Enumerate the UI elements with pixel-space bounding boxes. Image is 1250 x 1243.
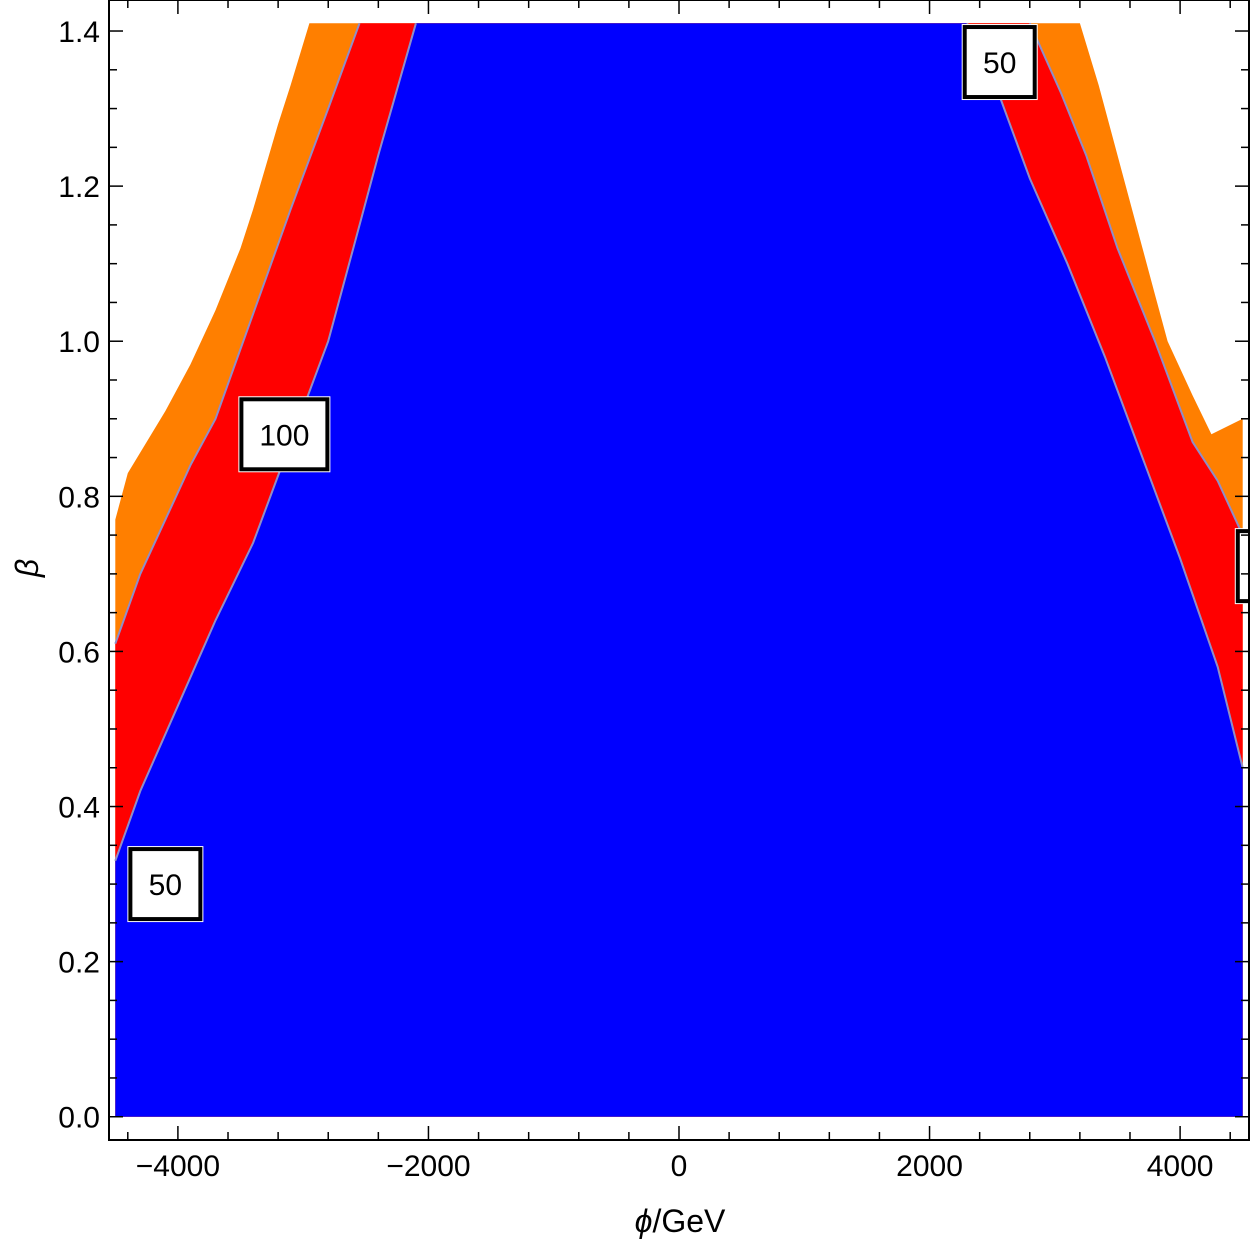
contour-labels: 10050501 xyxy=(127,24,1250,923)
y-tick-label: 0.4 xyxy=(58,792,100,825)
contour-label-box-3 xyxy=(962,25,1037,100)
contour-label-box-4 xyxy=(1235,529,1250,604)
x-axis-label-unit: /GeV xyxy=(652,1203,726,1239)
contour-line-2-left xyxy=(114,23,417,862)
contour-label-3: 50 xyxy=(983,47,1016,80)
x-tick-label: 2000 xyxy=(896,1150,963,1183)
y-tick-label: 0.0 xyxy=(58,1102,100,1135)
x-tick-label: 4000 xyxy=(1147,1150,1214,1183)
contour-line-1-left xyxy=(114,22,361,645)
contour-regions xyxy=(115,23,1243,1117)
y-tick-label: 0.6 xyxy=(58,636,100,669)
x-axis-ticks: −4000 −2000 0 2000 4000 xyxy=(127,0,1231,1183)
contour-lines xyxy=(114,22,1244,862)
y-tick-label: 1.4 xyxy=(58,16,100,49)
contour-label-1: 100 xyxy=(259,419,309,452)
x-axis-label-symbol: ϕ xyxy=(635,1203,653,1239)
y-axis-ticks: 0.0 0.2 0.4 0.6 0.8 1.0 1.2 1.4 xyxy=(58,16,1249,1135)
contour-label-box-1 xyxy=(239,397,330,472)
y-tick-label: 1.2 xyxy=(58,171,100,204)
y-axis-label: β xyxy=(9,559,45,578)
y-tick-label: 1.0 xyxy=(58,326,100,359)
y-tick-label: 0.8 xyxy=(58,481,100,514)
region-3 xyxy=(115,23,1243,1117)
x-tick-label: −4000 xyxy=(136,1150,220,1183)
x-tick-label: −2000 xyxy=(386,1150,470,1183)
x-tick-label: 0 xyxy=(671,1150,688,1183)
contour-line-2-right xyxy=(966,22,1244,769)
x-axis-label: ϕ/GeV xyxy=(635,1203,726,1239)
contour-label-2: 50 xyxy=(149,869,182,902)
y-tick-label: 0.2 xyxy=(58,947,100,980)
contour-label-box-2 xyxy=(128,847,203,922)
contour-line-1-right xyxy=(1028,22,1244,536)
